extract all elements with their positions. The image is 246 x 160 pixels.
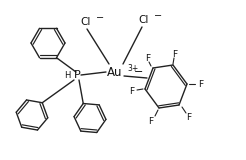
Text: F: F — [129, 87, 135, 96]
Text: −: − — [134, 67, 144, 77]
Text: H: H — [64, 71, 70, 80]
Text: Au: Au — [107, 65, 123, 79]
Text: F: F — [145, 53, 151, 63]
Text: Cl: Cl — [139, 15, 149, 25]
Text: Cl: Cl — [81, 17, 91, 27]
Text: F: F — [199, 80, 203, 88]
Text: P: P — [74, 70, 81, 80]
Text: −: − — [96, 13, 104, 23]
Text: −: − — [154, 11, 162, 21]
Text: 3+: 3+ — [127, 64, 138, 72]
Text: F: F — [148, 116, 154, 125]
Text: F: F — [172, 49, 178, 59]
Text: F: F — [186, 112, 192, 121]
